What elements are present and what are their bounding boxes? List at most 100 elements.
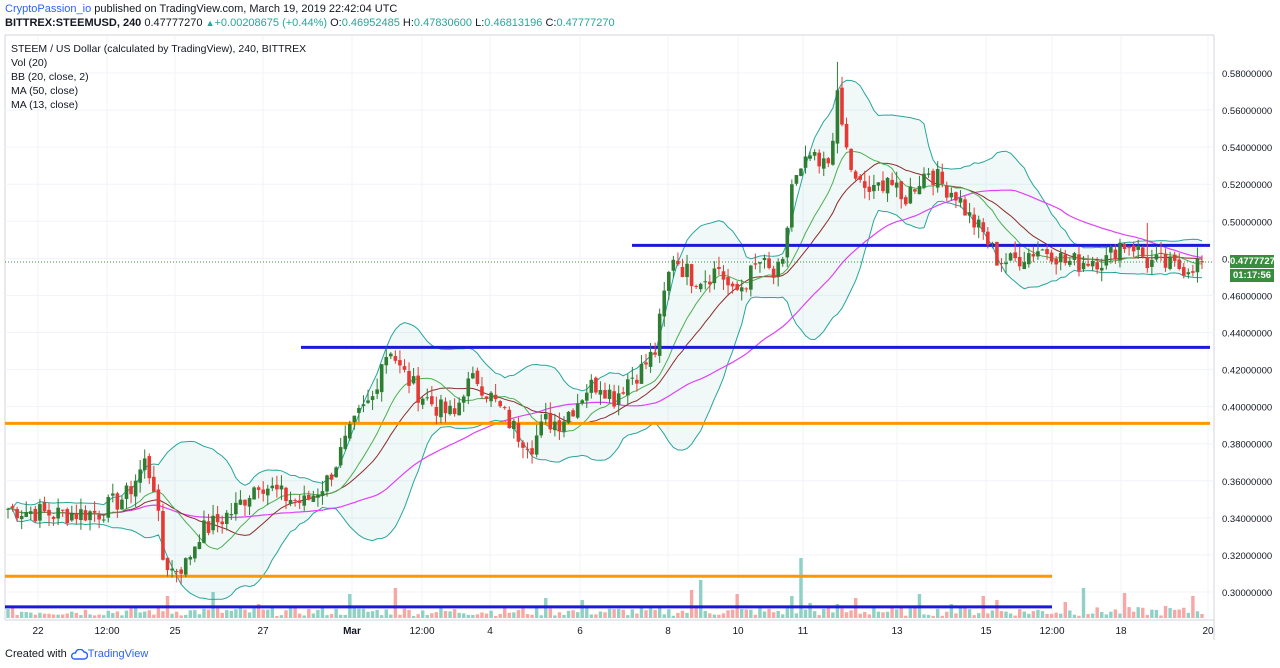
volume-bar xyxy=(894,609,899,618)
candle-body xyxy=(202,520,206,543)
volume-bar xyxy=(534,607,539,618)
support-resistance-lines[interactable] xyxy=(5,243,1210,609)
volume-bar xyxy=(65,613,69,618)
candle-body xyxy=(753,263,758,265)
volume-bar xyxy=(781,614,785,618)
volume-bar xyxy=(648,607,653,618)
candle-body xyxy=(338,447,343,466)
volume-bar xyxy=(498,613,502,618)
candle-body xyxy=(657,313,662,356)
candle-body xyxy=(594,377,598,393)
candle-body xyxy=(575,403,580,418)
volume-bar xyxy=(967,609,972,618)
candle-body xyxy=(744,288,749,290)
x-tick-label: Mar xyxy=(343,626,361,637)
candle-body xyxy=(831,140,835,165)
volume-bar xyxy=(252,608,256,618)
candle-body xyxy=(270,485,275,489)
author-link[interactable]: CryptoPassion_io xyxy=(5,3,92,15)
candle-body xyxy=(179,569,183,574)
candle-body xyxy=(238,499,243,505)
candle-body xyxy=(1122,243,1127,250)
volume-bar xyxy=(24,612,28,618)
volume-bar xyxy=(411,615,416,618)
candle-body xyxy=(1159,252,1163,254)
volume-bar xyxy=(316,610,320,618)
candle-body xyxy=(489,392,493,402)
tradingview-logo[interactable]: TradingView xyxy=(70,648,148,660)
candle-body xyxy=(1113,249,1118,260)
candle-body xyxy=(758,262,762,264)
countdown-tag: 01:17:56 xyxy=(1230,269,1274,282)
volume-bar xyxy=(1059,613,1063,618)
candle-body xyxy=(530,448,534,455)
legend-bb[interactable]: BB (20, close, 2) xyxy=(11,71,89,83)
volume-bar xyxy=(489,610,493,618)
candle-body xyxy=(448,405,452,415)
triangle-up-icon: ▲ xyxy=(205,18,215,28)
candle-body xyxy=(1045,249,1049,255)
volume-bar xyxy=(525,614,530,618)
candle-body xyxy=(220,521,224,525)
candle-body xyxy=(279,485,284,490)
legend-ma50[interactable]: MA (50, close) xyxy=(11,85,79,97)
candle-body xyxy=(375,389,379,394)
candle-body xyxy=(603,390,607,399)
candle-body xyxy=(712,268,717,284)
candle-body xyxy=(1068,260,1072,265)
candle-body xyxy=(1127,247,1131,249)
volume-bar xyxy=(904,615,908,618)
candle-body xyxy=(434,406,439,416)
candle-body xyxy=(894,182,899,188)
price-axis[interactable]: 0.30000000 0.32000000 0.34000000 0.36000000… xyxy=(1222,69,1272,599)
candle-body xyxy=(38,504,42,521)
candle-body xyxy=(790,184,794,228)
volume-bar xyxy=(138,612,142,618)
legend-ma13[interactable]: MA (13, close) xyxy=(11,99,79,111)
candle-body xyxy=(124,485,129,500)
legend-vol[interactable]: Vol (20) xyxy=(11,57,48,69)
bollinger-bands xyxy=(7,79,1203,600)
volume-bar xyxy=(926,614,931,618)
candle-body xyxy=(739,287,744,292)
candle-body xyxy=(28,511,33,514)
volume-bar xyxy=(156,607,161,618)
volume-bar xyxy=(10,607,15,618)
volume-bar xyxy=(225,610,229,618)
candle-body xyxy=(334,467,338,478)
x-tick-label: 6 xyxy=(577,626,583,637)
close-value: 0.47777270 xyxy=(556,17,615,29)
candle-body xyxy=(799,168,803,176)
candle-body xyxy=(571,410,575,417)
candle-body xyxy=(243,499,247,506)
candle-body xyxy=(402,366,407,370)
volume-bar xyxy=(47,613,51,618)
volume-bar xyxy=(234,609,238,618)
volume-bar xyxy=(699,580,703,618)
y-tick-label: 0.30000000 xyxy=(1222,588,1272,599)
candle-body xyxy=(644,362,648,365)
candle-body xyxy=(1163,253,1168,268)
candle-body xyxy=(826,158,831,164)
legend-title[interactable]: STEEM / US Dollar (calculated by Trading… xyxy=(11,43,307,55)
volume-bar xyxy=(1040,611,1045,618)
candle-body xyxy=(229,514,234,516)
candle-body xyxy=(885,177,890,194)
candle-body xyxy=(1031,254,1036,257)
candle-body xyxy=(1172,254,1177,261)
time-axis[interactable]: 22 12:00 25 27 Mar 12:00 4 6 8 10 11 13 15 12:00 18 20 xyxy=(32,626,1214,637)
candle-body xyxy=(19,515,24,520)
candle-body xyxy=(913,189,917,192)
candle-body xyxy=(24,512,29,517)
candle-body xyxy=(316,494,320,498)
candle-body xyxy=(370,396,375,401)
candle-body xyxy=(275,484,279,490)
candle-body xyxy=(284,487,288,501)
volume-bar xyxy=(945,611,949,618)
candle-body xyxy=(170,568,174,571)
volume-bar xyxy=(1090,613,1095,618)
low-value: 0.46813196 xyxy=(484,17,543,29)
volume-bar xyxy=(311,613,316,618)
volume-bar xyxy=(840,608,844,618)
